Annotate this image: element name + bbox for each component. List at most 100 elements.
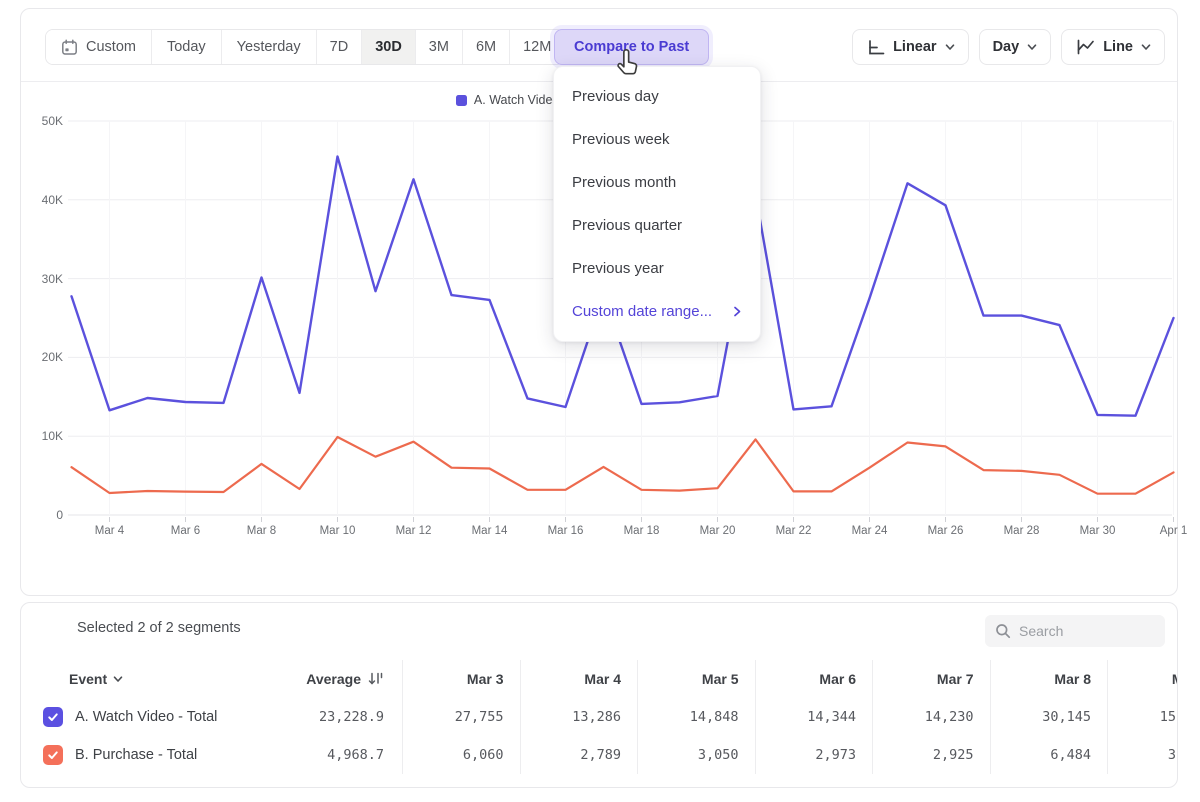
y-tick-20k: 20K	[41, 350, 63, 365]
segment-row-b-purchase-total[interactable]: B. Purchase - Total 4,968.7	[21, 736, 402, 774]
x-tick-mar-4: Mar 4	[94, 525, 125, 537]
scale-select[interactable]: Linear	[852, 29, 969, 65]
x-tick-mar-10: Mar 10	[319, 525, 356, 537]
line-chart	[68, 120, 1175, 522]
segment-row-a-watch-video-total[interactable]: A. Watch Video - Total 23,228.9	[21, 698, 402, 736]
series-line-b-purchase-total[interactable]	[70, 435, 1175, 495]
y-tick-0: 0	[56, 508, 63, 522]
value-a-watch-video-total-mar-9: 15,500	[1107, 698, 1177, 736]
menu-item-previous-month[interactable]: Previous month	[572, 174, 677, 191]
average-value: 23,228.9	[318, 709, 384, 725]
value-b-purchase-total-mar-6: 2,973	[754, 736, 873, 774]
search-input[interactable]	[1019, 623, 1149, 639]
y-tick-30k: 30K	[41, 271, 63, 286]
range-today[interactable]: Today	[150, 30, 221, 64]
chart-type-select[interactable]: Line	[1061, 29, 1165, 65]
date-header-mar-3: Mar 3	[402, 660, 520, 698]
legend-swatch	[455, 94, 467, 106]
selected-segments-label: Selected 2 of 2 segments	[77, 620, 241, 636]
range-label: Custom	[86, 39, 136, 55]
segment-name: A. Watch Video - Total	[75, 709, 218, 725]
x-tick-mar-8: Mar 8	[246, 525, 277, 537]
line-chart-icon	[1077, 39, 1095, 55]
menu-item-custom-date-range[interactable]: Custom date range...	[554, 290, 760, 333]
value-b-purchase-total-mar-3: 6,060	[402, 736, 520, 774]
chevron-down-icon	[945, 44, 954, 50]
event-header-label: Event	[69, 671, 108, 687]
row-checkbox[interactable]	[43, 745, 63, 765]
menu-item-previous-day[interactable]: Previous day	[572, 88, 659, 105]
segments-card: Selected 2 of 2 segments Event AverageMa…	[20, 602, 1178, 788]
value-b-purchase-total-mar-5: 3,050	[637, 736, 755, 774]
value-b-purchase-total-mar-7: 2,925	[872, 736, 990, 774]
x-tick-mar-18: Mar 18	[623, 525, 660, 537]
row-checkbox[interactable]	[43, 707, 63, 727]
date-header-mar-7: Mar 7	[872, 660, 990, 698]
calendar-icon	[62, 38, 77, 55]
event-average-header: Event Average	[21, 660, 402, 698]
x-tick-mar-6: Mar 6	[170, 525, 201, 537]
scale-label: Linear	[893, 39, 937, 55]
range-7d[interactable]: 7D	[315, 30, 362, 64]
chart-area: A. Watch Video - TotalB. Purchase - Tota…	[21, 81, 1188, 595]
range-30d[interactable]: 30D	[361, 30, 415, 64]
date-header-mar-4: Mar 4	[519, 660, 638, 698]
value-a-watch-video-total-mar-4: 13,286	[519, 698, 638, 736]
range-label: Today	[166, 39, 206, 55]
average-header[interactable]: Average	[306, 671, 384, 687]
range-6m[interactable]: 6M	[461, 30, 510, 64]
range-label: Yesterday	[236, 39, 301, 55]
average-header-label: Average	[306, 671, 361, 687]
sort-descending-icon[interactable]	[368, 672, 384, 686]
search-icon	[996, 624, 1011, 639]
series-line-a-watch-video-total[interactable]	[70, 155, 1175, 417]
range-label: 30D	[375, 39, 402, 55]
date-header-mar-5: Mar 5	[637, 660, 755, 698]
menu-item-previous-quarter[interactable]: Previous quarter	[572, 217, 683, 234]
select-all-checkbox[interactable]	[43, 618, 63, 638]
value-b-purchase-total-mar-4: 2,789	[519, 736, 638, 774]
menu-item-previous-year[interactable]: Previous year	[572, 260, 664, 277]
compare-to-past-menu: Previous day Previous week Previous month P…	[553, 66, 761, 342]
y-tick-40k: 40K	[41, 192, 63, 207]
y-tick-10k: 10K	[41, 429, 63, 444]
segments-table: Event Average Mar 3 Mar 4 Mar 5 Mar 6 Mar 7 Ma…	[21, 660, 1177, 774]
value-a-watch-video-total-mar-5: 14,848	[637, 698, 755, 736]
chart-type-label: Line	[1103, 39, 1133, 55]
segments-header: Selected 2 of 2 segments	[21, 603, 1177, 659]
x-tick-mar-14: Mar 14	[471, 525, 508, 537]
x-tick-mar-28: Mar 28	[1003, 525, 1040, 537]
value-a-watch-video-total-mar-8: 30,145	[989, 698, 1108, 736]
chevron-down-icon	[1141, 44, 1151, 50]
range-yesterday[interactable]: Yesterday	[220, 30, 316, 64]
event-header[interactable]: Event	[69, 671, 123, 687]
custom-date-range-label: Custom date range...	[572, 303, 713, 320]
menu-item-previous-week[interactable]: Previous week	[572, 131, 670, 148]
interval-label: Day	[992, 39, 1020, 55]
compare-to-past-button[interactable]: Compare to Past	[554, 29, 710, 65]
chart-toolbar: Custom Today Yesterday 7D 30D 3M 6M 12M Compare…	[21, 29, 1177, 65]
chevron-down-icon	[1027, 44, 1037, 50]
x-tick-mar-24: Mar 24	[851, 525, 888, 537]
range-custom[interactable]: Custom	[46, 30, 151, 64]
x-tick-apr-1: Apr 1	[1159, 525, 1188, 537]
range-label: 7D	[329, 39, 349, 55]
search-box	[985, 615, 1165, 647]
value-b-purchase-total-mar-8: 6,484	[989, 736, 1108, 774]
range-3m[interactable]: 3M	[414, 30, 462, 64]
chart-display-controls: Linear Day Line	[852, 29, 1165, 65]
value-a-watch-video-total-mar-6: 14,344	[754, 698, 873, 736]
range-label: 12M	[523, 39, 552, 55]
y-tick-50k: 50K	[41, 114, 63, 128]
x-tick-mar-26: Mar 26	[927, 525, 964, 537]
interval-select[interactable]: Day	[978, 29, 1052, 65]
value-b-purchase-total-mar-9: 3,300	[1107, 736, 1177, 774]
chevron-down-icon	[113, 676, 123, 682]
x-tick-mar-22: Mar 22	[775, 525, 812, 537]
chevron-right-icon	[734, 306, 741, 317]
x-tick-mar-12: Mar 12	[395, 525, 432, 537]
date-header-mar-6: Mar 6	[754, 660, 873, 698]
range-label: 6M	[475, 39, 497, 55]
value-a-watch-video-total-mar-3: 27,755	[402, 698, 520, 736]
